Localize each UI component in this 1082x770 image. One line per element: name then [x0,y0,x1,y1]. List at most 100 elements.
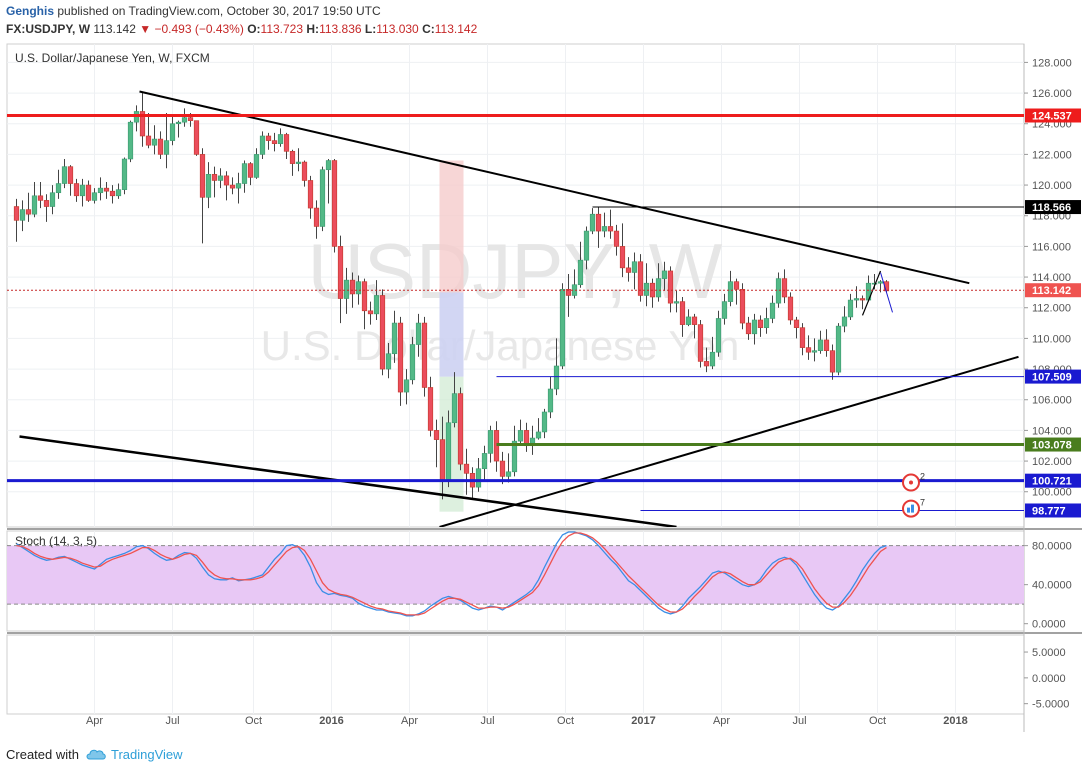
stoch-band [7,545,1024,605]
tradingview-logo[interactable]: TradingView [85,747,183,762]
stoch-tick-label: 40.0000 [1032,580,1072,592]
candle-body [589,213,596,232]
candle-body [139,111,146,137]
candle-body [739,289,746,324]
blank-tick-label: 5.0000 [1032,647,1066,659]
candle-body [229,184,236,189]
y-tick-label: 114.000 [1032,272,1071,284]
projection-line [861,270,882,316]
level-tag [1025,503,1081,518]
candle-body [787,296,794,321]
level-tag-label: 118.566 [1032,202,1071,214]
event-marker-count: 7 [920,498,925,508]
y-tick-label: 126.000 [1032,88,1072,100]
candle-body [673,301,680,304]
stoch-series-line [16,532,887,616]
main-plot-group [13,90,1019,527]
candle-body [709,351,716,367]
candle-body [19,209,26,221]
candle-body [481,453,488,470]
open-label: O: [247,22,261,36]
y-tick-label: 120.000 [1032,180,1072,192]
candle-body [619,246,626,269]
stoch-tick-label: 80.0000 [1032,541,1072,553]
tradingview-brand: TradingView [110,746,183,762]
candle-body [253,154,260,178]
candle-body [853,298,860,301]
stoch-plot-group [16,531,887,617]
candle-body [121,158,128,190]
candle-body [319,169,326,227]
stoch-tick-label: 0.0000 [1032,619,1066,631]
candle-body [73,183,80,197]
candle-body [181,117,188,123]
candle-body [67,166,74,184]
chart-svg[interactable]: 128.000126.000124.000122.000120.000118.0… [0,42,1082,742]
candle-body [799,327,806,348]
candle-body [457,393,464,465]
candle-body [337,246,344,299]
level-tag [1025,369,1081,384]
candle-body [301,161,308,181]
candle-body [535,431,542,439]
candle-body [859,298,866,301]
candle-body [727,281,734,302]
blank-tick-label: 0.0000 [1032,673,1066,685]
candle-body [361,281,368,312]
candle-body [613,230,620,247]
candle-body [463,463,470,474]
candle-body [415,322,422,345]
candle-body [721,301,728,319]
candle-body [217,175,224,181]
projection-line [880,272,893,313]
y-tick-label: 112.000 [1032,303,1071,315]
level-tag-label: 107.509 [1032,372,1072,384]
candle-body [823,339,830,351]
candle-body [427,387,434,431]
candle-body [79,184,86,197]
symbol-line: FX:USDJPY, W 113.142 ▼ −0.493 (−0.43%) O… [6,22,477,36]
candle-body [331,160,338,247]
candle-body [157,138,164,155]
candle-body [295,161,302,164]
candle-body [397,322,404,393]
candle-body [403,379,410,393]
candle-body [691,316,698,325]
symbol-name[interactable]: FX:USDJPY, [6,22,76,36]
candle-body [499,460,506,477]
candle-body [661,270,668,279]
candle-body [103,187,110,192]
candle-body [205,174,212,198]
author-link[interactable]: Genghis [6,4,55,18]
candle-body [811,350,818,353]
candle-body [583,230,590,261]
candle-body [193,120,200,155]
candle-body [733,281,740,290]
candle-body [439,439,446,480]
trendline [439,355,1019,527]
y-tick-label: 106.000 [1032,395,1072,407]
x-tick-label: Oct [869,715,886,727]
candle-body [763,318,770,328]
candle-body [289,151,296,164]
candle-body [487,430,494,454]
y-tick-label: 128.000 [1032,57,1072,69]
candle-body [385,353,392,370]
trendline [139,90,970,285]
candle-body [517,430,524,442]
candle-body [805,347,812,353]
low-label: L: [364,22,377,36]
candle-body [85,184,92,201]
candle-body [349,279,356,295]
candle-body [559,289,566,367]
candle-body [199,154,206,198]
candle-body [595,213,602,232]
candle-body [781,278,788,298]
candle-body [877,281,884,284]
open-value: 113.723 [260,22,304,36]
y-tick-label: 100.000 [1032,487,1072,499]
candle-body [703,361,710,367]
candle-body [451,393,458,424]
chart-area[interactable]: 128.000 126.000 124.000 122.000 120.000 118.0… [0,42,1082,747]
footer: Created with TradingView [6,744,183,764]
